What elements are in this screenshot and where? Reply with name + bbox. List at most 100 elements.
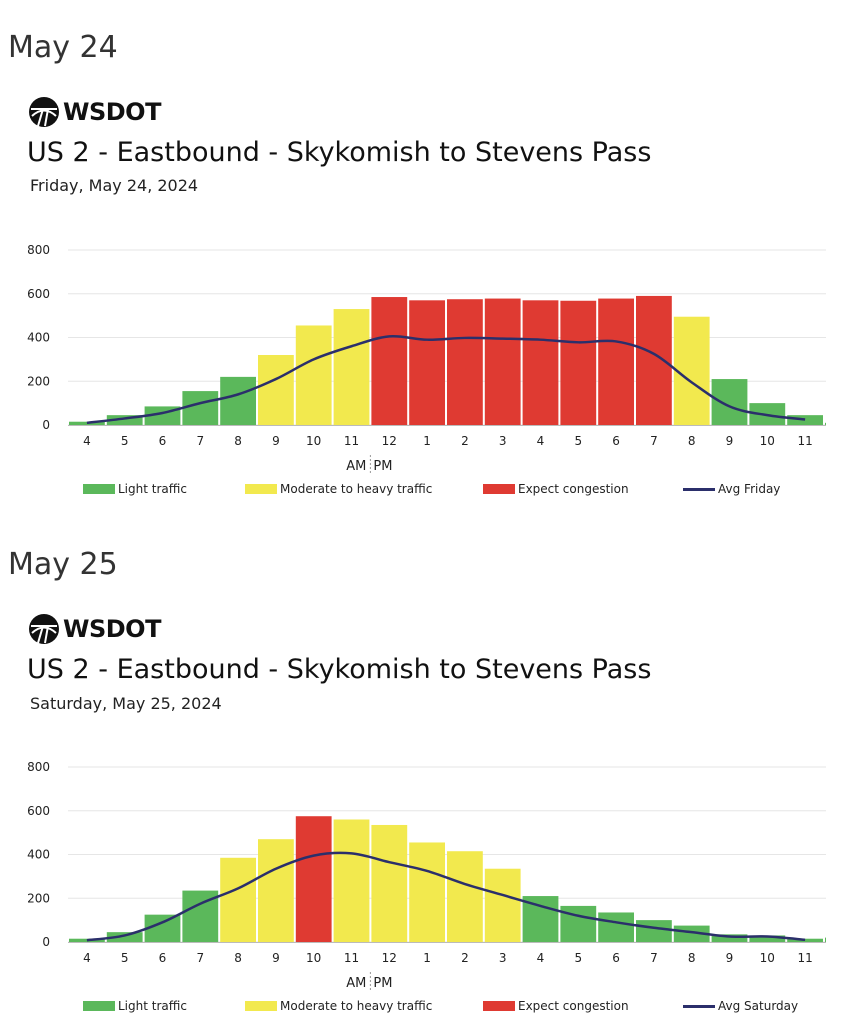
wsdot-emblem-icon [29, 97, 59, 127]
bar-light [69, 938, 105, 942]
bar-congestion [409, 300, 445, 425]
x-tick-label: 4 [537, 434, 545, 448]
moderate-traffic-swatch [245, 484, 277, 494]
y-tick-label: 600 [27, 804, 50, 818]
x-tick-label: 4 [537, 951, 545, 965]
y-tick-label: 0 [42, 935, 50, 949]
legend-congestion: Expect congestion [483, 482, 629, 496]
x-tick-label: 5 [574, 951, 582, 965]
x-tick-label: 3 [499, 434, 507, 448]
bar-moderate [333, 309, 370, 425]
chart-title: US 2 - Eastbound - Skykomish to Stevens … [27, 137, 652, 168]
x-tick-label: 1 [423, 434, 431, 448]
legend-moderate: Moderate to heavy traffic [245, 999, 432, 1013]
y-tick-label: 0 [42, 418, 50, 432]
x-tick-label: 7 [650, 434, 658, 448]
bar-light [711, 379, 748, 425]
x-tick-label: 7 [650, 951, 658, 965]
bar-light [598, 912, 634, 942]
x-tick-label: 12 [382, 434, 397, 448]
bar-moderate [484, 868, 521, 942]
bar-moderate [673, 316, 710, 425]
wsdot-logo: WSDOT [28, 613, 161, 645]
bar-light [787, 415, 823, 425]
x-tick-label: 9 [726, 951, 734, 965]
pm-label: PM [373, 459, 392, 474]
average-line-swatch [683, 1004, 715, 1008]
chart-date: Friday, May 24, 2024 [30, 176, 199, 195]
x-tick-label: 2 [461, 434, 469, 448]
legend-label: Expect congestion [518, 482, 629, 496]
x-tick-label: 6 [612, 434, 620, 448]
x-tick-label: 10 [760, 434, 775, 448]
x-tick-label: 5 [574, 434, 582, 448]
wsdot-emblem-icon [29, 614, 59, 644]
average-line [86, 334, 806, 425]
bar-group [69, 295, 826, 425]
y-tick-label: 400 [27, 331, 50, 345]
legend-label: Moderate to heavy traffic [280, 482, 433, 496]
x-tick-label: 2 [461, 951, 469, 965]
bar-moderate [333, 819, 370, 942]
day-heading: May 25 [8, 547, 118, 582]
x-tick-label: 7 [196, 434, 204, 448]
x-tick-label: 3 [499, 951, 507, 965]
bar-group [69, 816, 826, 942]
bar-moderate [409, 842, 445, 942]
am-label: AM [346, 976, 366, 991]
bar-moderate [447, 851, 483, 942]
bar-congestion [522, 300, 559, 425]
bar-light [106, 415, 143, 425]
bar-light [825, 422, 826, 425]
x-tick-label: 6 [159, 434, 167, 448]
legend-label: Moderate to heavy traffic [280, 999, 433, 1013]
x-tick-label: 6 [612, 951, 620, 965]
bar-light [749, 935, 786, 942]
section-may-24: May 24 WSDOT US 2 - Eastbound - Skykomis… [0, 30, 866, 502]
x-tick-label: 11 [344, 434, 359, 448]
bar-moderate [220, 857, 256, 942]
y-tick-label: 800 [27, 243, 50, 257]
am-label: AM [346, 459, 366, 474]
bar-light [560, 905, 597, 942]
light-traffic-swatch [83, 484, 115, 494]
x-tick-label: 12 [382, 951, 397, 965]
x-tick-label: 10 [306, 434, 321, 448]
legend-light: Light traffic [83, 482, 187, 496]
legend-label: Light traffic [118, 482, 187, 496]
bar-congestion [560, 300, 597, 425]
bar-congestion [484, 298, 521, 425]
bar-light [673, 925, 710, 942]
chart-legend: Light traffic Moderate to heavy traffic … [0, 482, 866, 502]
y-tick-label: 200 [27, 891, 50, 905]
chart-legend: Light traffic Moderate to heavy traffic … [0, 999, 866, 1019]
bar-congestion [371, 297, 408, 425]
bar-light [106, 932, 143, 942]
x-tick-label: 10 [306, 951, 321, 965]
y-tick-label: 200 [27, 374, 50, 388]
bar-light [787, 938, 823, 942]
x-tick-label: 5 [121, 951, 129, 965]
legend-light: Light traffic [83, 999, 187, 1013]
bar-light [69, 421, 105, 425]
x-tick-label: 9 [272, 434, 280, 448]
bar-moderate [258, 355, 294, 425]
chart-date: Saturday, May 25, 2024 [30, 694, 222, 713]
x-tick-label: 4 [83, 434, 91, 448]
x-tick-label: 8 [234, 434, 242, 448]
legend-label: Expect congestion [518, 999, 629, 1013]
x-tick-label: 8 [688, 434, 696, 448]
x-tick-label: 4 [83, 951, 91, 965]
x-tick-label: 8 [688, 951, 696, 965]
light-traffic-swatch [83, 1001, 115, 1011]
wsdot-logo: WSDOT [28, 96, 161, 128]
x-tick-label: 9 [272, 951, 280, 965]
section-may-25: May 25 WSDOT US 2 - Eastbound - Skykomis… [0, 517, 866, 1024]
x-tick-label: 1 [423, 951, 431, 965]
bar-light [711, 934, 748, 942]
bar-moderate [371, 824, 408, 942]
average-line [86, 851, 806, 942]
average-line-swatch [683, 487, 715, 491]
